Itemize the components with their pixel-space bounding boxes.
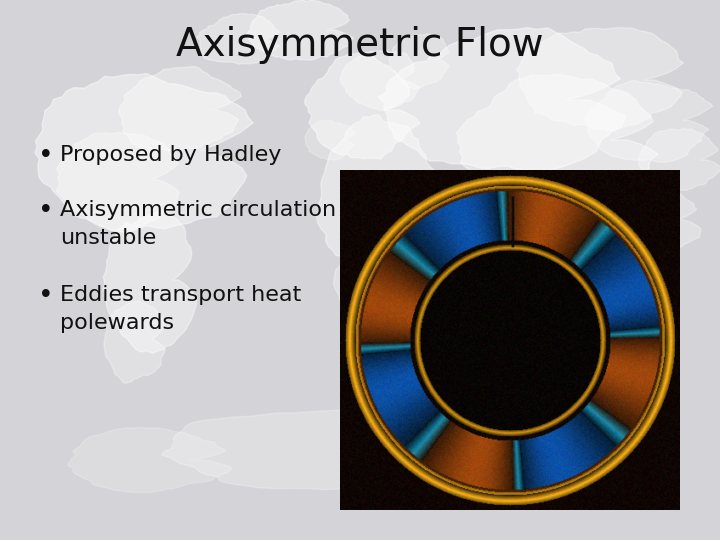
Text: •: • — [38, 198, 54, 224]
Polygon shape — [305, 120, 356, 160]
Text: Axisymmetric Flow: Axisymmetric Flow — [176, 26, 544, 64]
Text: •: • — [38, 143, 54, 169]
Polygon shape — [247, 0, 354, 60]
Polygon shape — [333, 239, 405, 320]
Polygon shape — [104, 301, 165, 383]
Polygon shape — [585, 80, 713, 162]
Polygon shape — [341, 50, 419, 111]
Polygon shape — [197, 14, 279, 64]
Polygon shape — [305, 53, 420, 159]
Polygon shape — [639, 129, 720, 192]
Polygon shape — [317, 115, 438, 288]
Polygon shape — [389, 33, 449, 89]
Polygon shape — [595, 184, 701, 256]
Polygon shape — [378, 28, 626, 171]
Text: Eddies transport heat
polewards: Eddies transport heat polewards — [60, 285, 301, 333]
Polygon shape — [35, 73, 253, 232]
Polygon shape — [119, 66, 241, 151]
Text: Proposed by Hadley: Proposed by Hadley — [60, 145, 282, 165]
Polygon shape — [517, 28, 683, 132]
Polygon shape — [68, 428, 232, 492]
Polygon shape — [161, 409, 544, 491]
Polygon shape — [103, 210, 197, 353]
Polygon shape — [56, 132, 179, 231]
Text: Axisymmetric circulation → baroclinically
unstable: Axisymmetric circulation → baroclinicall… — [60, 200, 516, 248]
Polygon shape — [456, 74, 658, 202]
Text: •: • — [38, 283, 54, 309]
